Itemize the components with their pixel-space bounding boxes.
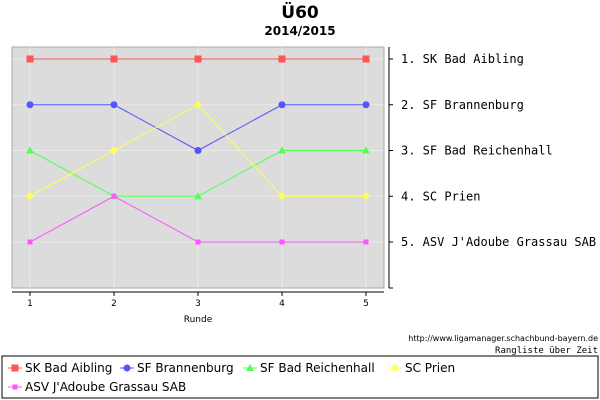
data-point (278, 101, 286, 109)
data-point (362, 146, 370, 154)
x-tick-label: 1 (27, 299, 33, 309)
data-point (363, 239, 369, 245)
data-point (194, 100, 202, 109)
data-point (26, 192, 34, 201)
x-axis-label: Runde (184, 315, 213, 325)
rank-label: 4. SC Prien (401, 189, 480, 203)
chart-subtitle: 2014/2015 (264, 24, 335, 38)
data-point (111, 193, 117, 199)
data-point (278, 192, 286, 201)
data-point (26, 101, 34, 109)
legend-marker (11, 364, 19, 372)
rank-label: 5. ASV J'Adoube Grassau SAB (401, 235, 596, 249)
data-point (362, 55, 370, 63)
legend-box (1, 355, 599, 399)
series-4 (26, 100, 370, 201)
chart-title: Ü60 (281, 1, 319, 23)
legend-item: SF Bad Reichenhall (243, 361, 375, 375)
data-point (110, 101, 118, 109)
legend-item: SK Bad Aibling (8, 361, 112, 375)
data-point (362, 192, 370, 201)
chart-note: Rangliste über Zeit (495, 346, 598, 356)
legend-item: SC Prien (388, 361, 455, 375)
legend-marker (391, 364, 399, 372)
legend-label: SF Brannenburg (137, 361, 234, 375)
data-point (279, 239, 285, 245)
legend-label: ASV J'Adoube Grassau SAB (25, 380, 186, 394)
series-2 (26, 101, 370, 154)
rank-label: 1. SK Bad Aibling (401, 52, 524, 66)
x-ticks: 1 2 3 4 5 (27, 292, 369, 309)
data-point (110, 55, 118, 63)
data-point (26, 55, 34, 63)
legend-label: SC Prien (405, 361, 455, 375)
legend: SK Bad Aibling SF Brannenburg SF Bad Reich… (8, 361, 455, 394)
x-tick-label: 2 (111, 299, 117, 309)
rank-label: 3. SF Bad Reichenhall (401, 144, 553, 158)
legend-marker (12, 384, 18, 390)
data-point (27, 239, 33, 245)
series-1 (26, 55, 370, 63)
legend-item: ASV J'Adoube Grassau SAB (8, 380, 186, 394)
series-5 (27, 193, 369, 245)
data-point (278, 55, 286, 63)
x-tick-label: 5 (363, 299, 369, 309)
data-point (110, 146, 118, 155)
data-point (194, 192, 202, 200)
series-group (26, 55, 370, 245)
rank-ticks (389, 58, 393, 289)
data-point (362, 101, 370, 109)
legend-item: SF Brannenburg (120, 361, 234, 375)
x-tick-label: 3 (195, 299, 201, 309)
data-point (26, 146, 34, 154)
source-url: http://www.ligamanager.schachbund-bayern… (408, 334, 598, 343)
data-point (195, 239, 201, 245)
legend-label: SK Bad Aibling (25, 361, 112, 375)
x-tick-label: 4 (279, 299, 285, 309)
data-point (194, 147, 202, 154)
legend-label: SF Bad Reichenhall (260, 361, 375, 375)
data-point (194, 55, 202, 63)
rank-labels: 1. SK Bad Aibling 2. SF Brannenburg 3. SF … (401, 52, 596, 249)
data-point (278, 146, 286, 154)
rank-label: 2. SF Brannenburg (401, 98, 524, 112)
legend-marker (123, 364, 131, 372)
legend-marker (246, 364, 254, 371)
